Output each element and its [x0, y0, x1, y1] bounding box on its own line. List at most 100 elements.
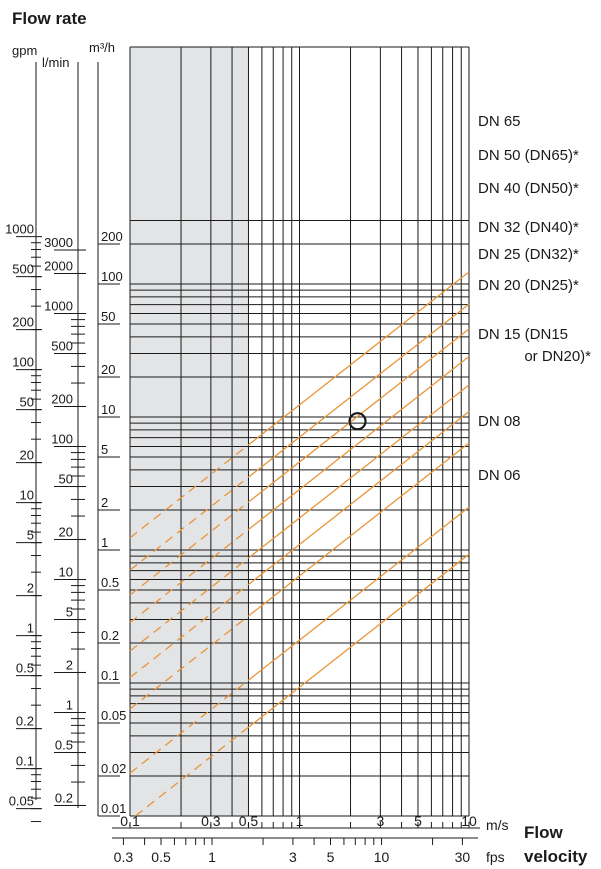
tick-label-m3h: 50	[101, 309, 115, 324]
tick-label-m3h: 0.05	[101, 708, 126, 723]
tick-label-lmin: 10	[59, 565, 73, 580]
series-line-solid	[248, 271, 470, 446]
series-line-dashed	[129, 679, 249, 774]
tick-label-ms: 0.5	[239, 813, 259, 829]
tick-label-ms: 3	[376, 813, 384, 829]
tick-label-fps: 3	[289, 849, 297, 865]
series-label: DN 40 (DN50)*	[478, 180, 579, 197]
tick-label-gpm: 200	[12, 315, 34, 330]
series-line-solid	[248, 328, 470, 503]
series-line-dashed	[134, 726, 249, 817]
tick-label-gpm: 5	[27, 528, 34, 543]
tick-label-m3h: 200	[101, 229, 123, 244]
tick-label-m3h: 0.2	[101, 628, 119, 643]
tick-label-lmin: 20	[59, 524, 73, 539]
tick-label-lmin: 50	[59, 472, 73, 487]
tick-label-lmin: 500	[51, 339, 73, 354]
tick-label-fps: 30	[455, 849, 471, 865]
tick-label-ms: 10	[461, 813, 477, 829]
x-unit-fps: fps	[486, 849, 505, 865]
tick-label-lmin: 200	[51, 391, 73, 406]
series-label-continued: or DN20)*	[524, 348, 591, 365]
grid	[129, 46, 470, 817]
tick-label-lmin: 1	[66, 698, 73, 713]
tick-label-m3h: 1	[101, 535, 108, 550]
tick-label-gpm: 10	[20, 488, 34, 503]
tick-label-lmin: 2	[66, 657, 73, 672]
tick-label-fps: 10	[374, 849, 390, 865]
series-label: DN 32 (DN40)*	[478, 219, 579, 236]
x-axis-title-line1: Flow	[524, 823, 563, 842]
tick-label-gpm: 20	[20, 448, 34, 463]
tick-label-gpm: 50	[20, 395, 34, 410]
series-line-solid	[248, 410, 470, 586]
unit-label-gpm: gpm	[12, 43, 37, 58]
tick-label-m3h: 2	[101, 495, 108, 510]
x-axis-title-line2: velocity	[524, 847, 588, 866]
series-label: DN 08	[478, 413, 521, 430]
tick-label-m3h: 0.5	[101, 575, 119, 590]
tick-label-lmin: 1000	[44, 299, 73, 314]
series-line-solid	[248, 384, 470, 559]
series-label: DN 50 (DN65)*	[478, 147, 579, 164]
series-label: DN 65	[478, 113, 521, 130]
series-line-dashed	[129, 444, 249, 539]
tick-label-m3h: 0.01	[101, 801, 126, 816]
tick-label-lmin: 2000	[44, 258, 73, 273]
series-line-dashed	[129, 615, 249, 710]
series-line-solid	[248, 506, 470, 681]
series-lines	[129, 271, 470, 817]
tick-label-m3h: 0.02	[101, 761, 126, 776]
tick-label-gpm: 1	[27, 621, 34, 636]
unit-label-m3h: m³/h	[89, 40, 115, 55]
tick-label-gpm: 0.05	[9, 794, 34, 809]
tick-label-lmin: 0.5	[55, 738, 73, 753]
tick-label-m3h: 20	[101, 362, 115, 377]
tick-label-ms: 1	[296, 813, 304, 829]
tick-label-ms: 0.3	[201, 813, 221, 829]
series-line-solid	[248, 442, 470, 617]
tick-label-gpm: 100	[12, 355, 34, 370]
series-label: DN 25 (DN32)*	[478, 246, 579, 263]
tick-label-gpm: 0.5	[16, 661, 34, 676]
series-line-dashed	[129, 501, 249, 596]
chart-title: Flow rate	[12, 9, 87, 28]
series-line-dashed	[129, 476, 249, 571]
series-line-dashed	[129, 584, 249, 679]
tick-label-fps: 0.5	[151, 849, 171, 865]
x-unit-ms: m/s	[486, 817, 509, 833]
tick-label-ms: 0.1	[120, 813, 140, 829]
tick-label-m3h: 5	[101, 442, 108, 457]
tick-label-gpm: 0.1	[16, 754, 34, 769]
series-label: DN 15 (DN15	[478, 326, 568, 343]
tick-label-lmin: 100	[51, 432, 73, 447]
low-velocity-shaded-region	[130, 47, 249, 816]
tick-label-gpm: 1000	[5, 222, 34, 237]
tick-label-fps: 0.3	[114, 849, 134, 865]
unit-label-lmin: l/min	[42, 55, 69, 70]
tick-label-gpm: 0.2	[16, 714, 34, 729]
tick-label-gpm: 2	[27, 581, 34, 596]
tick-label-lmin: 0.2	[55, 790, 73, 805]
tick-label-m3h: 0.1	[101, 668, 119, 683]
tick-label-fps: 5	[327, 849, 335, 865]
tick-label-fps: 1	[208, 849, 216, 865]
series-line-solid	[248, 355, 470, 531]
series-line-solid	[248, 303, 470, 478]
series-labels: DN 65 DN 50 (DN65)* DN 40 (DN50)* DN 32 (DN…	[478, 113, 591, 484]
series-line-solid	[248, 553, 470, 728]
series-label: DN 20 (DN25)*	[478, 277, 579, 294]
series-label: DN 06	[478, 467, 521, 484]
tick-label-lmin: 3000	[44, 235, 73, 250]
tick-label-gpm: 500	[12, 262, 34, 277]
shaded-band	[130, 47, 249, 816]
axes: 200 100 50 20 10 5 2 1 0.5 0.2 0.1 0.05 0.02 0.01 3000…	[5, 62, 480, 865]
tick-label-lmin: 5	[66, 605, 73, 620]
series-line-dashed	[129, 529, 249, 624]
tick-label-m3h: 100	[101, 269, 123, 284]
tick-label-ms: 5	[414, 813, 422, 829]
series-line-dashed	[129, 557, 249, 652]
example-operating-point-marker	[348, 412, 367, 431]
tick-label-m3h: 10	[101, 402, 115, 417]
